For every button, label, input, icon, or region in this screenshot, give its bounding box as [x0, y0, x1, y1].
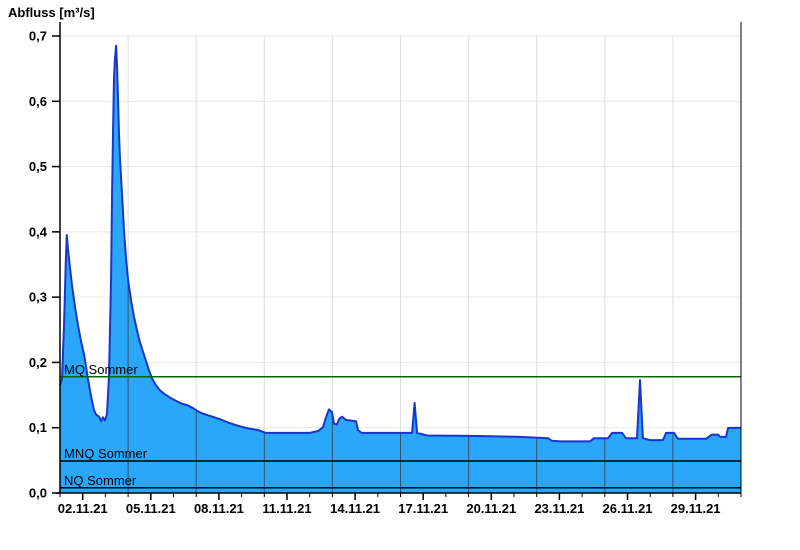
x-tick-label: 29.11.21: [671, 501, 721, 516]
y-tick-label: 0,2: [29, 355, 47, 370]
series-line: [59, 44, 742, 443]
x-tick-label: 11.11.21: [262, 501, 311, 516]
x-tick-label: 17.11.21: [398, 501, 448, 516]
y-tick-label: 0,6: [29, 94, 47, 109]
x-tick-label: 26.11.21: [603, 501, 653, 516]
x-tick-label: 23.11.21: [534, 501, 584, 516]
x-tick-label: 02.11.21: [58, 501, 108, 516]
x-tick-label: 20.11.21: [466, 501, 516, 516]
y-tick-label: 0,0: [29, 486, 47, 501]
x-tick-label: 14.11.21: [330, 501, 380, 516]
chart-title: Abfluss [m³/s]: [8, 5, 95, 20]
x-tick-label: 05.11.21: [126, 501, 176, 516]
y-tick-label: 0,3: [29, 290, 47, 305]
ref-line-label-mq-sommer: MQ Sommer: [64, 362, 138, 377]
ref-line-label-mnq-sommer: MNQ Sommer: [64, 446, 148, 461]
ref-line-label-nq-sommer: NQ Sommer: [64, 473, 137, 488]
x-tick-label: 08.11.21: [194, 501, 244, 516]
y-tick-label: 0,7: [29, 29, 47, 44]
y-tick-label: 0,4: [29, 224, 48, 239]
y-tick-label: 0,5: [29, 159, 47, 174]
y-tick-label: 0,1: [29, 420, 47, 435]
